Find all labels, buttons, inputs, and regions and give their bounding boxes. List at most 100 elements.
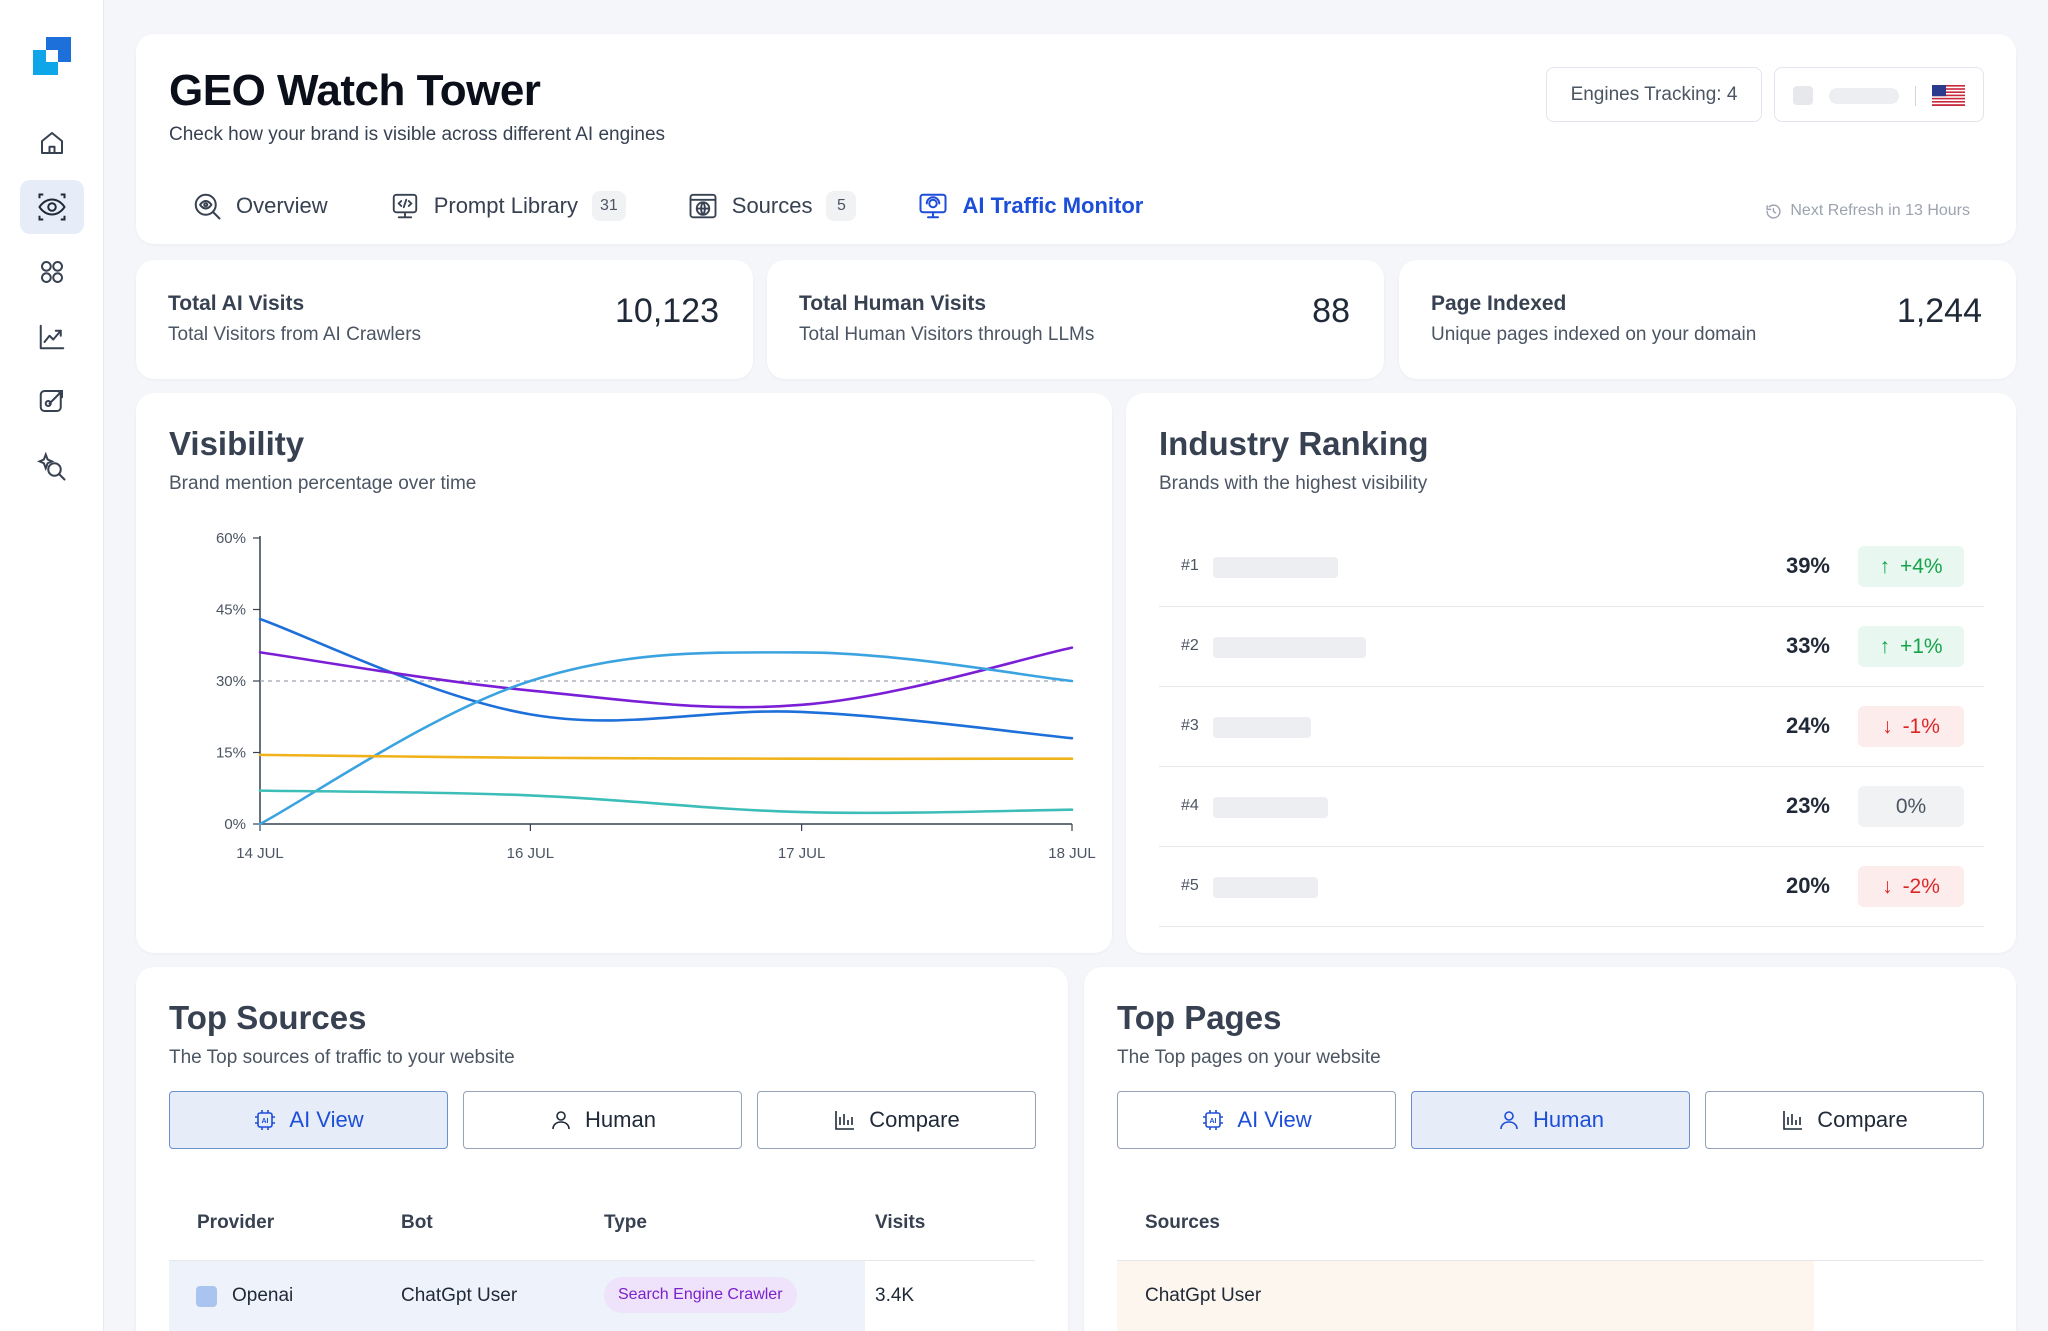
page-title: GEO Watch Tower bbox=[169, 66, 541, 115]
sidebar bbox=[0, 0, 104, 1331]
sidebar-item-apps[interactable] bbox=[20, 245, 84, 299]
stat-description: Total Human Visitors through LLMs bbox=[799, 324, 1095, 345]
ranking-row[interactable]: #3 24% ↓ -1% bbox=[1159, 687, 1984, 767]
top-sources-card: Top Sources The Top sources of traffic t… bbox=[136, 967, 1068, 1331]
x-tick-label: 18 JUL bbox=[1048, 845, 1096, 862]
pages-human-toggle[interactable]: Human bbox=[1411, 1091, 1690, 1149]
sources-compare-toggle[interactable]: Compare bbox=[757, 1091, 1036, 1149]
source-cell: ChatGpt User bbox=[1145, 1285, 1262, 1306]
visibility-card: Visibility Brand mention percentage over… bbox=[136, 393, 1112, 953]
arrow-down-icon: ↓ bbox=[1882, 714, 1893, 738]
grid-icon bbox=[41, 261, 63, 283]
home-icon bbox=[41, 132, 63, 154]
user-icon bbox=[1500, 1111, 1518, 1130]
globe-icon bbox=[689, 193, 717, 219]
pages-ai-view-toggle[interactable]: AI AI View bbox=[1117, 1091, 1396, 1149]
divider bbox=[1915, 86, 1916, 106]
tab-overview-label: Overview bbox=[236, 193, 328, 218]
y-tick-label: 60% bbox=[216, 530, 246, 547]
ranking-title: Industry Ranking bbox=[1159, 425, 1429, 462]
svg-text:AI: AI bbox=[1210, 1118, 1217, 1125]
ranking-row[interactable]: #1 39% ↑ +4% bbox=[1159, 527, 1984, 607]
x-tick-label: 14 JUL bbox=[236, 845, 284, 862]
sources-ai-view-toggle[interactable]: AI AI View bbox=[169, 1091, 448, 1149]
stat-card-human-visits: Total Human Visits Total Human Visitors … bbox=[767, 260, 1384, 379]
rank-number: #3 bbox=[1181, 717, 1199, 734]
rank-change-value: 0% bbox=[1895, 794, 1927, 818]
sidebar-item-home[interactable] bbox=[20, 116, 84, 170]
stat-title: Page Indexed bbox=[1431, 292, 1567, 315]
stat-title: Total Human Visits bbox=[799, 292, 987, 315]
column-header-sources: Sources bbox=[1145, 1212, 1220, 1233]
edit-link-icon bbox=[39, 390, 63, 412]
sidebar-item-discover[interactable] bbox=[20, 440, 84, 494]
brand-name-placeholder bbox=[1213, 797, 1328, 818]
provider-color-swatch bbox=[196, 1286, 217, 1307]
pages-compare-toggle[interactable]: Compare bbox=[1705, 1091, 1984, 1149]
account-region-selector[interactable] bbox=[1774, 67, 1984, 122]
rank-change-badge: ↓ -1% bbox=[1858, 706, 1964, 747]
eye-search-icon bbox=[194, 193, 221, 220]
sidebar-item-analytics[interactable] bbox=[20, 310, 84, 364]
rank-number: #1 bbox=[1181, 557, 1199, 574]
column-header-bot: Bot bbox=[401, 1212, 433, 1233]
y-tick-label: 30% bbox=[216, 673, 246, 690]
bot-cell: ChatGpt User bbox=[401, 1285, 518, 1306]
tab-sources[interactable]: Sources 5 bbox=[688, 191, 857, 221]
svg-text:AI: AI bbox=[262, 1118, 269, 1125]
column-header-provider: Provider bbox=[197, 1212, 275, 1233]
brand-name-placeholder bbox=[1213, 637, 1366, 658]
account-name-placeholder bbox=[1829, 88, 1899, 104]
stat-value: 10,123 bbox=[615, 292, 719, 330]
brand-logo[interactable] bbox=[33, 37, 71, 75]
toggle-label: AI View bbox=[1237, 1107, 1312, 1132]
series-line-5 bbox=[258, 789, 1074, 815]
arrow-up-icon: ↑ bbox=[1879, 634, 1890, 658]
brand-name-placeholder bbox=[1213, 877, 1318, 898]
x-tick-label: 16 JUL bbox=[507, 845, 555, 862]
rank-visibility-percent: 39% bbox=[1785, 553, 1830, 578]
engines-tracking-button[interactable]: Engines Tracking: 4 bbox=[1546, 67, 1762, 122]
toggle-label: Compare bbox=[1817, 1107, 1908, 1132]
header-card: GEO Watch Tower Check how your brand is … bbox=[136, 34, 2016, 244]
ai-chip-icon: AI bbox=[1203, 1110, 1224, 1130]
monitor-icon bbox=[919, 193, 947, 219]
rank-change-value: -1% bbox=[1902, 714, 1940, 738]
rank-change-value: +4% bbox=[1899, 554, 1943, 578]
industry-ranking-card: Industry Ranking Brands with the highest… bbox=[1126, 393, 2016, 953]
rank-change-badge: ↑ +1% bbox=[1858, 626, 1964, 667]
sources-human-toggle[interactable]: Human bbox=[463, 1091, 742, 1149]
column-header-type: Type bbox=[604, 1212, 647, 1233]
rank-change-value: +1% bbox=[1899, 634, 1943, 658]
ranking-row[interactable]: #5 20% ↓ -2% bbox=[1159, 847, 1984, 927]
rank-visibility-percent: 33% bbox=[1785, 633, 1830, 658]
top-pages-card: Top Pages The Top pages on your website … bbox=[1084, 967, 2016, 1331]
page-subtitle: Check how your brand is visible across d… bbox=[169, 124, 666, 145]
refresh-indicator: Next Refresh in 13 Hours bbox=[1765, 202, 1970, 220]
sources-count-badge: 5 bbox=[826, 191, 857, 221]
tab-sources-label: Sources bbox=[731, 193, 813, 218]
tab-prompt-library-label: Prompt Library bbox=[433, 193, 578, 218]
tab-ai-traffic-monitor[interactable]: AI Traffic Monitor bbox=[918, 191, 1143, 221]
tab-prompt-library[interactable]: Prompt Library 31 bbox=[390, 191, 626, 221]
rank-visibility-percent: 24% bbox=[1785, 713, 1830, 738]
table-row[interactable] bbox=[1117, 1261, 1814, 1331]
sidebar-item-editor[interactable] bbox=[20, 374, 84, 428]
y-tick-label: 45% bbox=[216, 602, 246, 619]
sidebar-item-watch-tower[interactable] bbox=[20, 180, 84, 234]
visibility-title: Visibility bbox=[169, 425, 305, 462]
ranking-row[interactable]: #2 33% ↑ +1% bbox=[1159, 607, 1984, 687]
ranking-subtitle: Brands with the highest visibility bbox=[1159, 473, 1428, 494]
toggle-label: Human bbox=[585, 1107, 656, 1132]
series-line-4 bbox=[258, 753, 1074, 761]
rank-visibility-percent: 20% bbox=[1785, 873, 1830, 898]
account-avatar bbox=[1793, 86, 1813, 105]
ranking-row[interactable]: #4 23% 0% bbox=[1159, 767, 1984, 847]
brand-name-placeholder bbox=[1213, 557, 1338, 578]
arrow-up-icon: ↑ bbox=[1879, 554, 1890, 578]
tab-overview[interactable]: Overview bbox=[192, 191, 328, 221]
sources-subtitle: The Top sources of traffic to your websi… bbox=[169, 1047, 515, 1068]
rank-change-badge: ↑ +4% bbox=[1858, 546, 1964, 587]
tab-bar: Overview Prompt Library 31 Sources 5 AI … bbox=[192, 186, 1143, 226]
brand-name-placeholder bbox=[1213, 717, 1311, 738]
